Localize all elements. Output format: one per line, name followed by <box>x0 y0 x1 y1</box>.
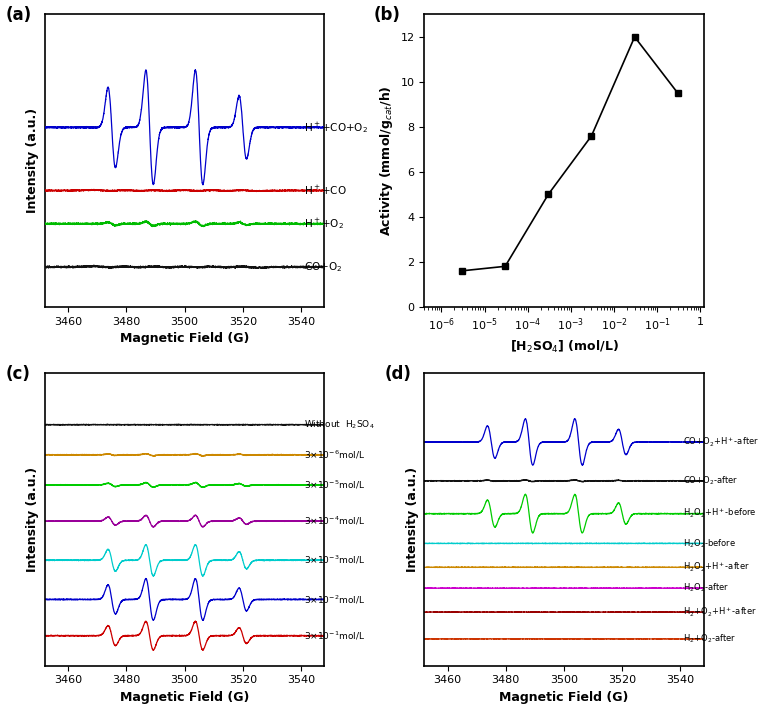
Text: H$_2$+O$_2$-after: H$_2$+O$_2$-after <box>683 633 736 645</box>
Text: H$_2$O$_2$+H$^+$-before: H$_2$O$_2$+H$^+$-before <box>683 507 757 520</box>
Text: 3×10$^{-6}$mol/L: 3×10$^{-6}$mol/L <box>304 449 365 461</box>
Text: (a): (a) <box>5 6 31 23</box>
Text: (c): (c) <box>5 365 31 383</box>
X-axis label: Magnetic Field (G): Magnetic Field (G) <box>499 691 629 704</box>
Text: 3×10$^{-3}$mol/L: 3×10$^{-3}$mol/L <box>304 554 365 567</box>
Text: (b): (b) <box>374 6 401 23</box>
Y-axis label: Intensity (a.u.): Intensity (a.u.) <box>406 467 419 572</box>
Text: H$_2$O$_2$-after: H$_2$O$_2$-after <box>683 582 729 594</box>
Text: 3×10$^{-1}$mol/L: 3×10$^{-1}$mol/L <box>304 629 365 642</box>
Text: H$^+$+O$_2$: H$^+$+O$_2$ <box>304 216 344 231</box>
Text: H$_2$+O$_2$+H$^+$-after: H$_2$+O$_2$+H$^+$-after <box>683 606 757 619</box>
Text: Without  H$_2$SO$_4$: Without H$_2$SO$_4$ <box>304 418 374 431</box>
Y-axis label: Activity (mmol/g$_{cat}$/h): Activity (mmol/g$_{cat}$/h) <box>378 85 395 236</box>
Text: CO+O$_2$+H$^+$-after: CO+O$_2$+H$^+$-after <box>683 435 759 449</box>
Text: 3×10$^{-2}$mol/L: 3×10$^{-2}$mol/L <box>304 593 365 606</box>
Text: H$_2$O$_2$-before: H$_2$O$_2$-before <box>683 538 736 550</box>
Text: H$^+$+CO+O$_2$: H$^+$+CO+O$_2$ <box>304 120 368 135</box>
Text: 3×10$^{-5}$mol/L: 3×10$^{-5}$mol/L <box>304 479 365 491</box>
X-axis label: [H$_2$SO$_4$] (mol/L): [H$_2$SO$_4$] (mol/L) <box>509 338 618 355</box>
Text: CO+O$_2$-after: CO+O$_2$-after <box>683 474 739 487</box>
X-axis label: Magnetic Field (G): Magnetic Field (G) <box>120 332 249 345</box>
Y-axis label: Intensity (a.u.): Intensity (a.u.) <box>26 108 39 213</box>
X-axis label: Magnetic Field (G): Magnetic Field (G) <box>120 691 249 704</box>
Text: H$^+$+CO: H$^+$+CO <box>304 184 347 197</box>
Text: 3×10$^{-4}$mol/L: 3×10$^{-4}$mol/L <box>304 515 365 528</box>
Y-axis label: Intensity (a.u.): Intensity (a.u.) <box>26 467 39 572</box>
Text: CO+O$_2$: CO+O$_2$ <box>304 260 342 274</box>
Text: (d): (d) <box>385 365 412 383</box>
Text: H$_2$O$_2$+H$^+$-after: H$_2$O$_2$+H$^+$-after <box>683 561 750 574</box>
